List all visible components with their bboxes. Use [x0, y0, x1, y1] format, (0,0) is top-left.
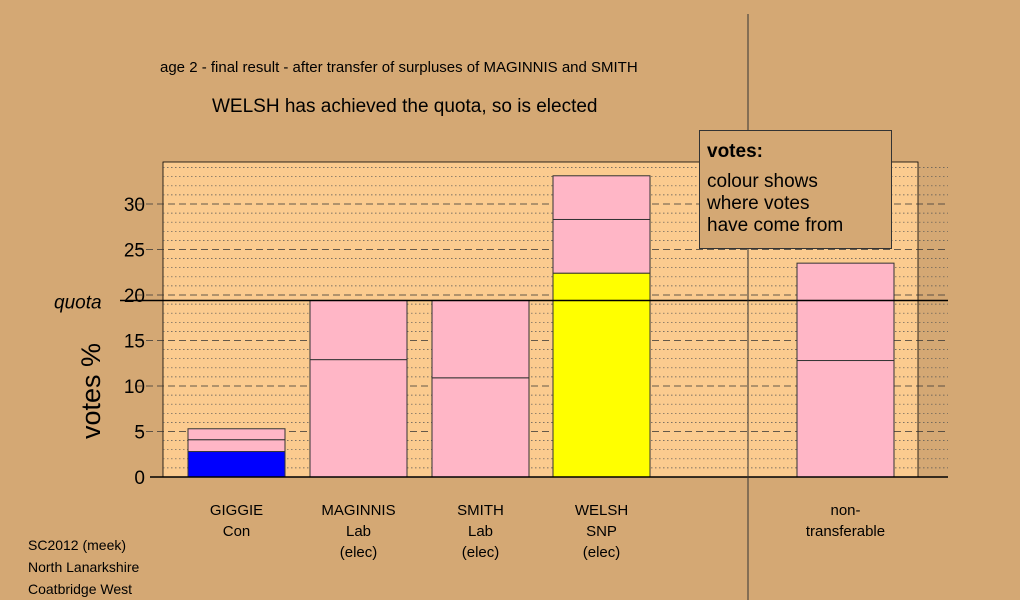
category-label: MAGINNIS	[321, 502, 395, 519]
category-label: SMITH	[457, 502, 504, 519]
stage-title: age 2 - final result - after transfer of…	[160, 59, 638, 76]
bar-segment	[552, 218, 651, 274]
legend-box: votes: colour shows where votes have com…	[699, 130, 892, 249]
quota-label: quota	[54, 292, 102, 313]
bar-segment	[796, 262, 895, 362]
bar-segment	[431, 299, 530, 379]
y-tick-label: 0	[134, 468, 145, 489]
y-tick-label: 30	[124, 195, 145, 216]
category-label: WELSH	[575, 502, 628, 519]
category-label: transferable	[806, 523, 885, 540]
category-label: non-	[830, 502, 860, 519]
bar-segment	[187, 439, 286, 453]
y-axis-label: votes %	[76, 343, 106, 439]
category-label: Lab	[468, 523, 493, 540]
category-label: GIGGIE	[210, 502, 263, 519]
legend-title: votes:	[707, 141, 763, 162]
category-label: (elec)	[340, 544, 378, 561]
result-text: WELSH has achieved the quota, so is elec…	[212, 96, 598, 117]
footer-info: SC2012 (meek) North Lanarkshire Coatbrid…	[28, 537, 140, 597]
bar-segment	[309, 299, 408, 361]
category-label: Lab	[346, 523, 371, 540]
y-tick-label: 25	[124, 241, 145, 262]
y-tick-label: 15	[124, 332, 145, 353]
bar-segment	[552, 272, 651, 478]
y-tick-label: 20	[124, 286, 145, 307]
category-label: Con	[223, 523, 251, 540]
category-label: (elec)	[462, 544, 500, 561]
bar-segment	[187, 451, 286, 478]
y-tick-label: 10	[124, 377, 145, 398]
category-label: SNP	[586, 523, 617, 540]
bar-segment	[309, 359, 408, 478]
bar-segment	[187, 428, 286, 441]
bar-segment	[552, 175, 651, 220]
bar-segment	[431, 377, 530, 478]
legend-body: colour shows where votes have come from	[707, 171, 844, 236]
y-tick-label: 5	[134, 423, 145, 444]
category-label: (elec)	[583, 544, 621, 561]
bar-segment	[796, 360, 895, 478]
